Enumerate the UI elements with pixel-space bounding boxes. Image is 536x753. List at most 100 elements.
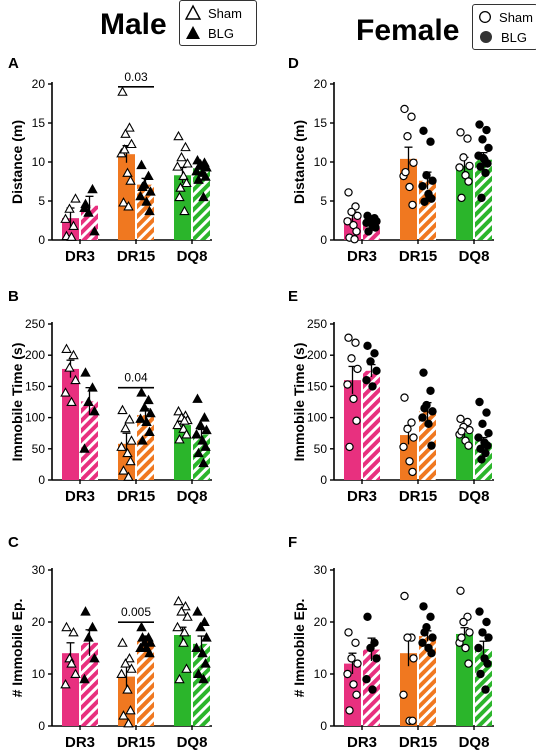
- sham-point: [68, 349, 79, 360]
- blg-point: [477, 455, 486, 464]
- sham-point: [120, 422, 131, 433]
- sham-point: [464, 177, 473, 186]
- sham-point: [64, 203, 75, 213]
- sham-point: [465, 425, 474, 435]
- blg-bar: [81, 401, 98, 480]
- x-tick-label: DQ8: [177, 488, 208, 505]
- blg-point: [372, 366, 381, 375]
- blg-point: [137, 632, 148, 642]
- blg-point: [420, 404, 429, 413]
- sham-point: [347, 354, 356, 363]
- sham-point: [457, 633, 466, 642]
- legend-label: BLG: [501, 29, 528, 45]
- blg-point: [427, 649, 436, 658]
- sham-point: [70, 668, 81, 678]
- sham-point: [351, 338, 360, 347]
- blg-point: [144, 205, 155, 216]
- y-tick-label: 5: [320, 194, 327, 208]
- blg-point: [89, 652, 100, 663]
- blg-point: [481, 168, 490, 178]
- sham-point: [400, 104, 409, 114]
- sham-point: [351, 638, 360, 648]
- blg-bar: [419, 636, 436, 726]
- sham-point: [175, 182, 186, 192]
- y-tick-label: 100: [25, 411, 45, 425]
- sham-point: [68, 626, 79, 637]
- blg-point: [83, 632, 94, 642]
- sham-point: [353, 659, 362, 668]
- y-tick-label: 5: [38, 194, 45, 208]
- sham-point: [463, 134, 472, 143]
- y-tick-label: 30: [32, 563, 46, 577]
- sham-point: [345, 706, 354, 715]
- x-tick-label: DQ8: [459, 248, 490, 265]
- sham-point: [178, 637, 189, 647]
- blg-point: [426, 137, 435, 146]
- panel-letter: B: [8, 288, 19, 305]
- sham-point: [182, 158, 193, 168]
- male-column-title: Male: [100, 8, 167, 41]
- blg-point: [478, 628, 487, 637]
- sham-point: [61, 621, 72, 632]
- sham-point: [344, 333, 353, 342]
- sham-point: [126, 663, 137, 673]
- blg-point: [83, 207, 94, 217]
- sham-point: [120, 658, 131, 668]
- y-tick-label: 0: [320, 719, 327, 733]
- y-tick-label: 20: [32, 77, 46, 91]
- y-tick-label: 0: [38, 719, 45, 733]
- sham-bar: [62, 368, 79, 480]
- sham-point: [343, 380, 352, 389]
- blg-point: [87, 621, 98, 632]
- x-tick-label: DR3: [347, 248, 377, 265]
- sham-point: [181, 663, 192, 673]
- sham-point: [66, 396, 77, 406]
- blg-point: [363, 341, 372, 351]
- blg-point: [475, 607, 484, 616]
- y-tick-label: 0: [320, 233, 327, 247]
- panel-d: D Distance (m) 0 5 10 15 20 DR3 DR15 DQ8: [288, 55, 494, 265]
- blg-point: [484, 633, 493, 642]
- y-tick-label: 50: [314, 442, 328, 456]
- blg-point: [476, 669, 485, 679]
- sham-point: [174, 673, 185, 684]
- sham-point: [122, 167, 133, 177]
- sham-point: [122, 447, 133, 458]
- sham-point: [465, 161, 474, 171]
- blg-point: [420, 628, 429, 637]
- blg-point: [193, 174, 204, 184]
- blg-point: [192, 606, 203, 616]
- sham-point: [124, 414, 135, 424]
- panels-layer: A Distance (m) 0 5 10 15 20 DR3 DR15 DQ8 0.03 B Immo…: [8, 55, 494, 751]
- blg-point: [136, 159, 147, 170]
- sham-point: [60, 213, 71, 223]
- male-legend: Sham BLG: [179, 0, 257, 46]
- sham-point: [172, 161, 183, 171]
- blg-point: [368, 685, 377, 694]
- blg-point: [426, 386, 435, 395]
- legend-label: BLG: [208, 25, 235, 41]
- y-tick-label: 250: [307, 317, 327, 331]
- blg-point: [371, 223, 380, 232]
- blg-point: [428, 407, 437, 416]
- blg-point: [143, 394, 154, 405]
- blg-point: [135, 190, 146, 201]
- x-tick-label: DQ8: [459, 734, 490, 751]
- y-axis-label: Distance (m): [9, 120, 25, 204]
- blg-point: [197, 435, 208, 445]
- blg-point: [89, 225, 100, 236]
- legend-label: Sham: [499, 9, 533, 25]
- sham-point: [66, 658, 77, 668]
- blg-point: [481, 448, 490, 458]
- sham-point: [343, 669, 352, 679]
- blg-point: [419, 368, 428, 377]
- blg-point: [80, 367, 91, 377]
- sham-point: [347, 654, 356, 663]
- sham-point: [180, 141, 191, 152]
- sham-point: [456, 586, 465, 596]
- sham-point: [459, 617, 468, 627]
- legend-item-sham: Sham: [184, 3, 252, 23]
- blg-point: [141, 416, 152, 426]
- sham-point: [350, 235, 359, 244]
- blg-point: [191, 429, 202, 439]
